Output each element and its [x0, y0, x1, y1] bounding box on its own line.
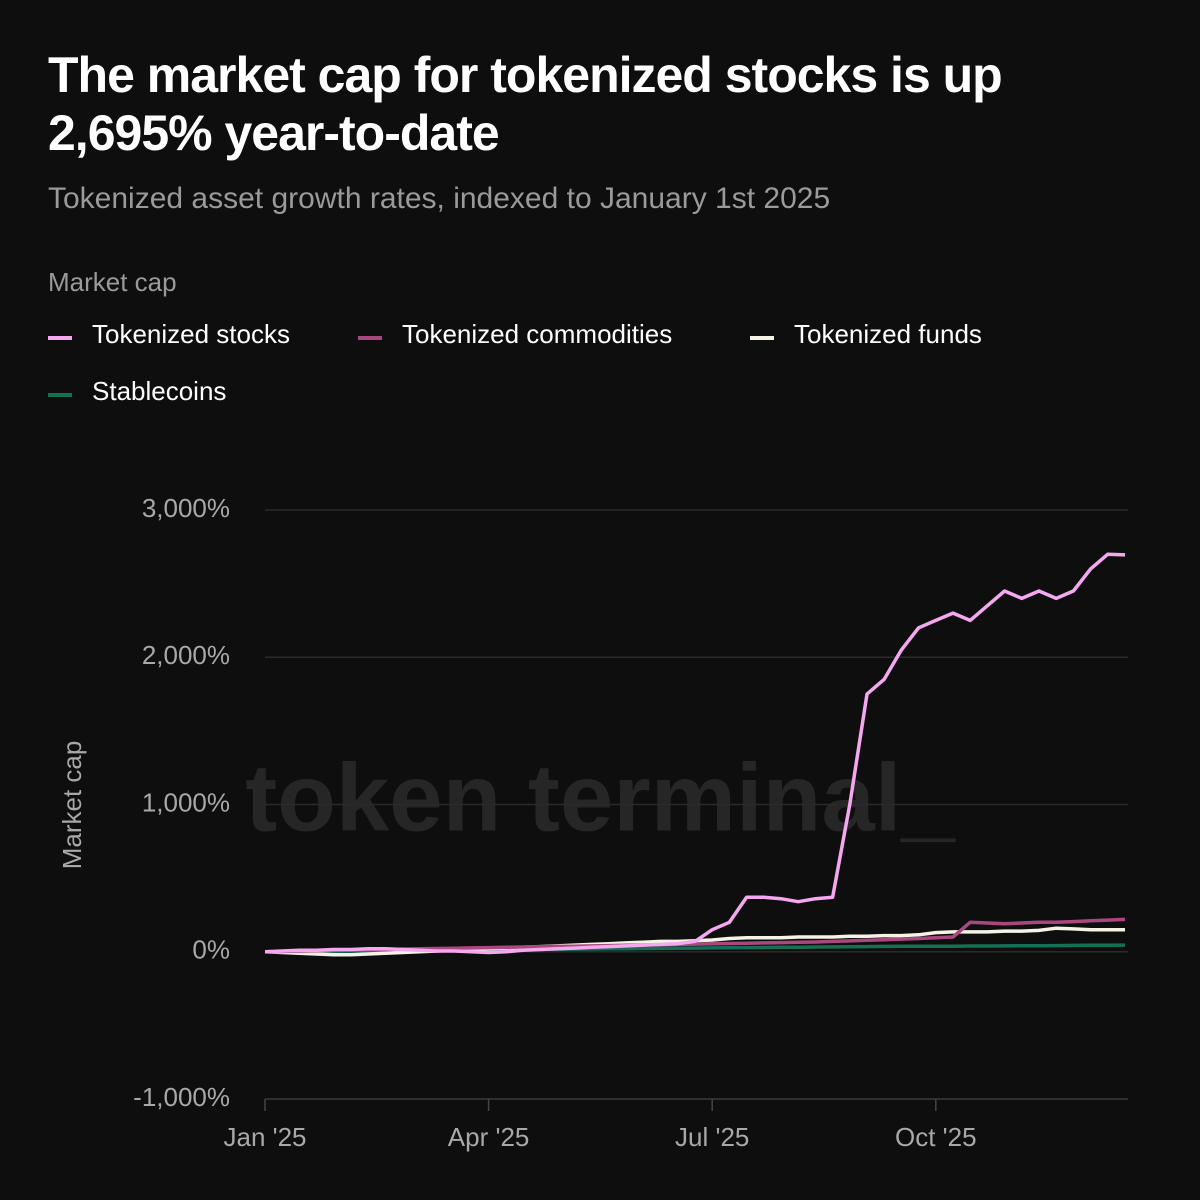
chart-subtitle: Tokenized asset growth rates, indexed to… — [48, 182, 831, 215]
y-tick-label: 0% — [192, 935, 230, 965]
y-axis-label: Market cap — [57, 741, 87, 870]
legend-label: Stablecoins — [92, 376, 226, 406]
y-tick-label: 1,000% — [142, 787, 230, 817]
legend-title: Market cap — [48, 267, 177, 297]
legend-label: Tokenized commodities — [402, 319, 672, 349]
y-tick-label: 3,000% — [142, 493, 230, 523]
chart-title: The market cap for tokenized stocks is u… — [48, 47, 1003, 161]
x-tick-label: Oct '25 — [895, 1122, 977, 1152]
x-tick-label: Jul '25 — [675, 1122, 749, 1152]
x-tick-label: Apr '25 — [448, 1122, 530, 1152]
x-tick-label: Jan '25 — [223, 1122, 306, 1152]
series-line — [264, 552, 1126, 955]
watermark: token terminal_ — [245, 744, 956, 851]
y-tick-label: 2,000% — [142, 640, 230, 670]
legend-label: Tokenized funds — [794, 319, 982, 349]
legend-label: Tokenized stocks — [92, 319, 290, 349]
y-tick-label: -1,000% — [133, 1082, 230, 1112]
